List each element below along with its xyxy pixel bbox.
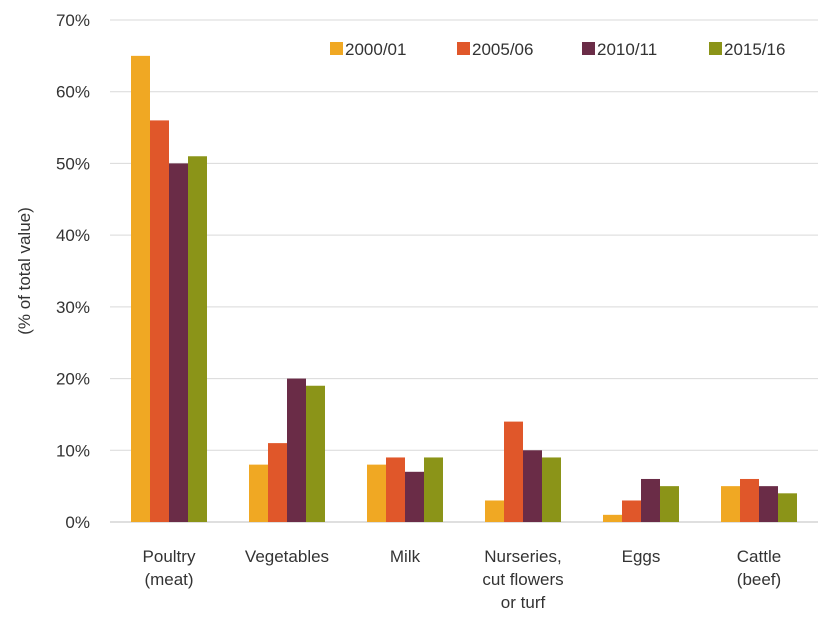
y-tick-label: 40% xyxy=(56,226,90,245)
x-tick-label: Cattle (beef) xyxy=(737,547,781,589)
bar-2005-06-4 xyxy=(622,500,641,522)
axis-layer: 0% 10% 20% 30% 40% 50% 60% 70% Poultry (meat) Vege… xyxy=(56,11,781,612)
x-tick-label: Vegetables xyxy=(245,547,329,566)
bar-2010-11-2 xyxy=(405,471,424,522)
bar-2015-16-2 xyxy=(424,457,443,522)
bar-2005-06-3 xyxy=(504,421,523,522)
y-tick-label: 50% xyxy=(56,154,90,173)
y-tick-label: 70% xyxy=(56,11,90,30)
x-tick-label: Poultry (meat) xyxy=(143,547,196,589)
bar-2010-11-0 xyxy=(169,163,188,522)
bar-2015-16-3 xyxy=(542,457,561,522)
bar-2000-01-0 xyxy=(131,55,150,522)
legend: 2000/01 2005/06 2010/11 2015/16 xyxy=(330,40,785,59)
bar-2015-16-5 xyxy=(778,493,797,522)
y-tick-label: 60% xyxy=(56,83,90,102)
grid-layer xyxy=(110,19,818,523)
legend-label: 2005/06 xyxy=(472,40,533,59)
bar-2015-16-0 xyxy=(188,156,207,522)
legend-label: 2015/16 xyxy=(724,40,785,59)
legend-label: 2010/11 xyxy=(597,40,657,59)
bar-2010-11-1 xyxy=(287,378,306,522)
bar-2010-11-4 xyxy=(641,478,660,522)
bar-2000-01-3 xyxy=(485,500,504,522)
y-axis-title: (% of total value) xyxy=(15,207,34,335)
y-tick-label: 20% xyxy=(56,370,90,389)
legend-swatch xyxy=(582,42,595,55)
legend-swatch xyxy=(709,42,722,55)
legend-label: 2000/01 xyxy=(345,40,406,59)
bars-layer xyxy=(131,55,797,523)
bar-2010-11-5 xyxy=(759,486,778,522)
x-tick-label: Eggs xyxy=(622,547,661,566)
bar-2000-01-2 xyxy=(367,464,386,522)
legend-swatch xyxy=(330,42,343,55)
y-tick-label: 10% xyxy=(56,441,90,460)
bar-2000-01-1 xyxy=(249,464,268,522)
bar-2005-06-0 xyxy=(150,120,169,523)
bar-2005-06-1 xyxy=(268,443,287,522)
bar-2010-11-3 xyxy=(523,450,542,522)
x-tick-label: Milk xyxy=(390,547,421,566)
bar-2000-01-4 xyxy=(603,514,622,522)
bar-2005-06-2 xyxy=(386,457,405,522)
bar-2005-06-5 xyxy=(740,478,759,522)
y-tick-label: 30% xyxy=(56,298,90,317)
bar-2015-16-1 xyxy=(306,385,325,522)
legend-swatch xyxy=(457,42,470,55)
bar-2000-01-5 xyxy=(721,486,740,522)
x-tick-label: Nurseries, cut flowers or turf xyxy=(482,547,563,612)
y-tick-label: 0% xyxy=(65,513,90,532)
bar-2015-16-4 xyxy=(660,486,679,522)
